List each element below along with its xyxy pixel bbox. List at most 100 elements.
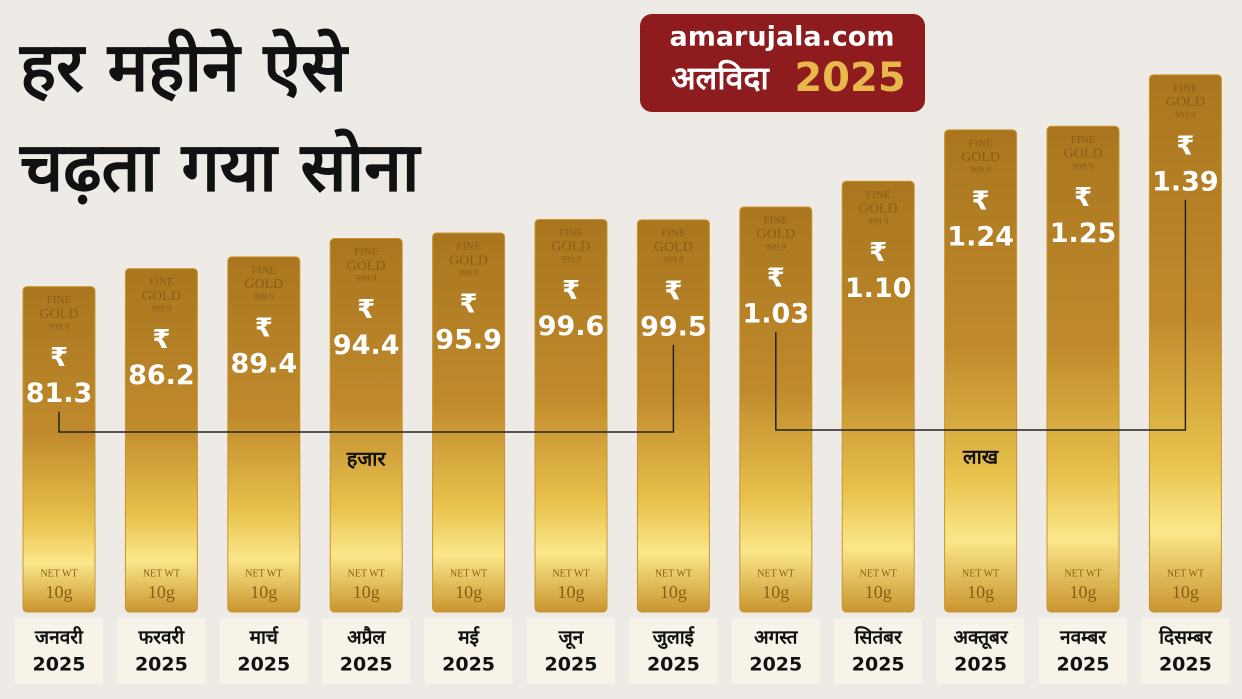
currency: ₹ [664,276,682,306]
bar-fine: FINE [1071,134,1096,146]
category-box [15,618,103,684]
bar-gold: GOLD [859,202,898,217]
x-tick-label: मई [457,626,480,649]
currency: ₹ [255,313,273,343]
value-label: 99.5 [640,311,707,342]
bar-purity: 999.9 [663,255,684,265]
bar-fine: FINE [149,276,174,288]
bar [22,286,96,613]
value-label: 1.10 [845,273,912,304]
bar-gold: GOLD [142,289,181,304]
logo-year: 2025 [794,55,905,101]
bar-net-wt: NET WT [1167,568,1204,579]
bar-net-wt: NET WT [962,568,999,579]
x-tick-year: 2025 [442,654,495,676]
x-tick-label: अक्तूबर [954,627,1009,650]
bar-purity: 999.9 [49,322,70,332]
bar-fine: FINE [764,215,789,227]
currency: ₹ [972,186,990,216]
bar-fine: FINE [47,294,72,306]
currency: ₹ [1176,131,1194,161]
category-box [117,618,206,684]
x-tick-label: जुलाई [652,626,695,650]
x-tick-label: अप्रैल [347,626,386,649]
bar-net-wt: NET WT [860,568,897,579]
category-box [219,618,308,684]
bar-purity: 999.9 [561,255,582,265]
bar-fine: FINE [1173,82,1198,94]
bar [432,232,506,613]
category-box [731,618,820,684]
bar-purity: 999.9 [1175,110,1196,120]
unit-label: लाख [962,445,1000,469]
x-tick-year: 2025 [647,654,700,676]
value-label: 1.39 [1152,166,1219,197]
x-tick-year: 2025 [33,654,86,676]
category-box [1039,618,1127,684]
x-tick-label: जनवरी [34,626,84,649]
bar-purity: 999.9 [868,216,889,226]
value-label: 94.4 [333,330,400,361]
currency: ₹ [562,276,580,306]
value-label: 95.9 [435,325,502,356]
logo-tagline: अलविदा [671,59,770,97]
value-label: 1.24 [947,221,1014,252]
bar-net-wt: NET WT [757,568,794,579]
unit-bracket [775,199,1187,431]
bar-net-wt: NET WT [1064,568,1101,579]
category-box [527,618,615,684]
x-tick-year: 2025 [852,654,905,676]
currency: ₹ [1074,183,1092,213]
bar-weight: 10g [762,582,789,602]
bar-purity: 999.9 [766,242,787,252]
bar-fine: FINE [661,227,686,239]
bar-weight: 10g [46,582,73,602]
bar-weight: 10g [1172,582,1199,602]
x-tick-year: 2025 [135,654,188,676]
bar-gold: GOLD [961,150,1000,165]
bar-weight: 10g [967,582,994,602]
x-tick-year: 2025 [1159,654,1212,676]
bar-net-wt: NET WT [143,568,180,579]
bar [534,218,608,613]
bar-fine: FINE [456,241,481,253]
x-tick-label: सितंबर [854,626,903,649]
bar-weight: 10g [353,582,380,602]
value-label: 89.4 [230,348,297,379]
category-box [834,618,923,684]
category-box [936,618,1025,684]
bar-weight: 10g [455,582,482,602]
title-line: चढ़ता गया सोना [18,129,422,208]
bar-weight: 10g [250,582,277,602]
bar-weight: 10g [865,582,892,602]
bar-gold: GOLD [552,240,591,255]
bar-gold: GOLD [756,227,795,242]
currency: ₹ [460,290,478,320]
bar-purity: 999.9 [356,274,377,284]
bar-purity: 999.9 [151,304,172,314]
bar-weight: 10g [558,582,585,602]
logo-box [640,14,925,112]
bar-purity: 999.9 [970,165,991,175]
x-tick-year: 2025 [545,654,598,676]
bar-gold: GOLD [654,240,693,255]
currency: ₹ [357,295,375,325]
category-box [1141,618,1230,684]
bar-fine: FINE [559,227,584,239]
bar-net-wt: NET WT [245,568,282,579]
bar-weight: 10g [148,582,175,602]
unit-label: हजार [346,447,387,471]
bar-gold: GOLD [1166,95,1205,110]
bar [227,256,301,613]
bar [944,129,1018,613]
bar-net-wt: NET WT [450,568,487,579]
bar-weight: 10g [1070,582,1097,602]
x-tick-year: 2025 [749,654,802,676]
x-tick-label: नवम्बर [1059,627,1107,649]
bar-weight: 10g [660,582,687,602]
title-line: हर महीने ऐसे [18,29,349,108]
currency: ₹ [767,263,785,293]
bar-net-wt: NET WT [348,568,385,579]
x-tick-label: दिसम्बर [1158,626,1213,649]
